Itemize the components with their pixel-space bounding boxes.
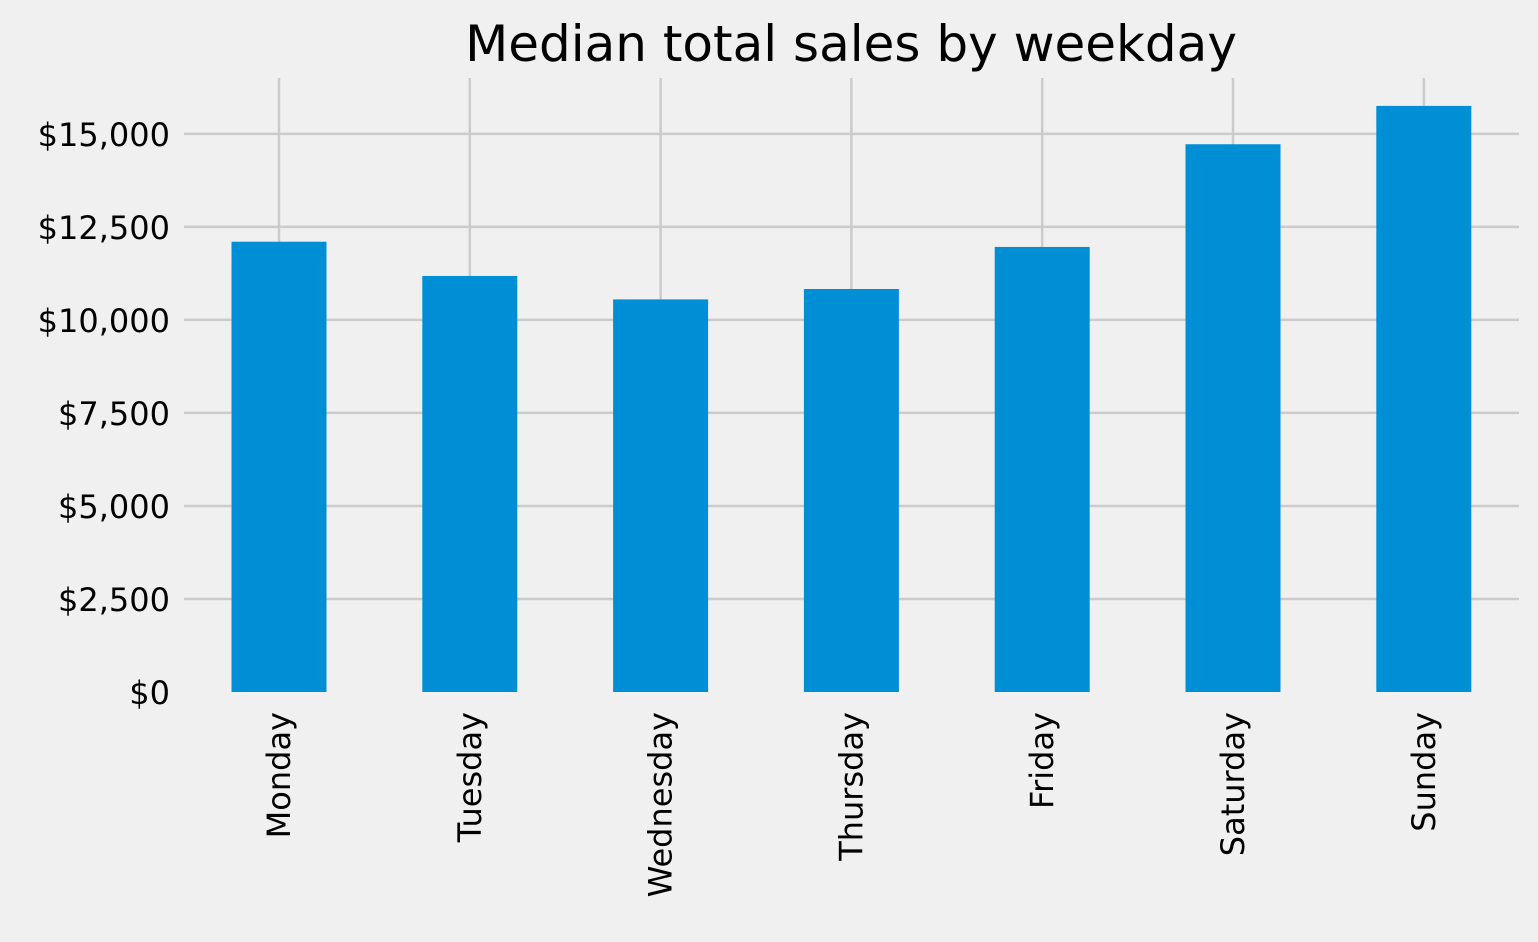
bar-monday — [231, 241, 327, 692]
bar-thursday — [803, 288, 899, 692]
x-tick-label: Friday — [1023, 712, 1061, 809]
y-tick-label: $2,500 — [58, 581, 170, 619]
y-tick-label: $12,500 — [38, 209, 170, 247]
y-tick-label: $10,000 — [38, 302, 170, 340]
x-tick-label: Saturday — [1214, 712, 1252, 856]
y-tick-label: $0 — [129, 674, 170, 712]
x-axis-tick-labels: Monday Tuesday Wednesday Thursday Friday Satu… — [260, 712, 1443, 897]
chart-title: Median total sales by weekday — [465, 15, 1237, 73]
x-tick-label: Monday — [260, 712, 298, 838]
x-tick-label: Thursday — [832, 712, 870, 862]
y-tick-label: $5,000 — [58, 488, 170, 526]
y-tick-label: $15,000 — [38, 116, 170, 154]
bar-wednesday — [613, 299, 709, 692]
bar-friday — [994, 246, 1090, 692]
x-tick-label: Tuesday — [451, 712, 489, 843]
bar-sunday — [1376, 105, 1472, 693]
bars-layer — [231, 105, 1472, 693]
y-tick-label: $7,500 — [58, 395, 170, 433]
x-tick-label: Sunday — [1405, 712, 1443, 832]
bar-saturday — [1185, 144, 1281, 693]
x-tick-label: Wednesday — [642, 712, 680, 897]
bar-tuesday — [422, 275, 518, 692]
y-axis-tick-labels: $0 $2,500 $5,000 $7,500 $10,000 $12,500 $15,00… — [38, 116, 170, 712]
